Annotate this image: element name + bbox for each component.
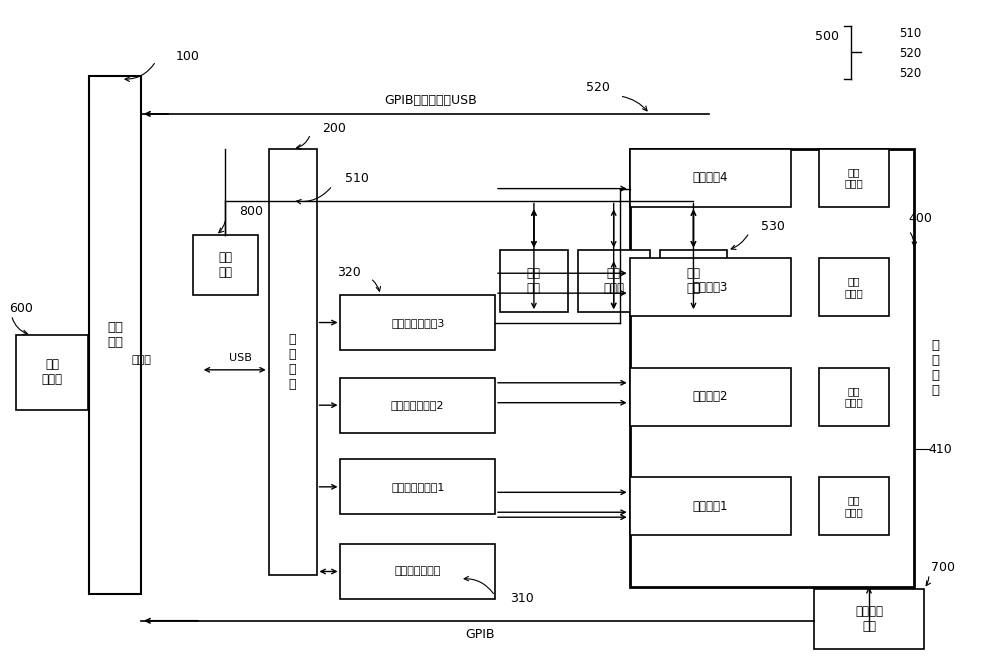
Text: 400: 400 [909, 212, 933, 225]
Text: 520: 520 [586, 81, 610, 93]
Text: 激励
电源: 激励 电源 [527, 267, 541, 295]
Text: 以太网: 以太网 [131, 355, 151, 365]
Text: 530: 530 [761, 220, 785, 233]
Text: 410: 410 [929, 443, 953, 456]
Text: USB: USB [229, 353, 252, 363]
Text: 第二子板连接件3: 第二子板连接件3 [391, 317, 444, 328]
Bar [340, 459, 495, 514]
Text: GPIB、以太网、USB: GPIB、以太网、USB [384, 95, 477, 108]
Text: 520: 520 [899, 47, 921, 59]
Bar [578, 251, 650, 312]
Bar [630, 149, 914, 587]
Bar [819, 149, 889, 206]
Text: 第二子板连接件2: 第二子板连接件2 [391, 400, 444, 410]
Text: 测试子板1: 测试子板1 [693, 500, 728, 513]
Bar [630, 258, 791, 316]
Bar [89, 76, 141, 594]
Bar [340, 295, 495, 350]
Text: 主控
装置: 主控 装置 [107, 321, 123, 349]
Text: 测
试
主
板: 测 试 主 板 [289, 333, 296, 391]
Text: 510: 510 [345, 172, 369, 185]
Text: 320: 320 [337, 266, 360, 279]
Text: 200: 200 [322, 122, 346, 136]
Text: 供电
电源: 供电 电源 [218, 251, 232, 280]
Text: 100: 100 [176, 50, 200, 63]
Text: 测试子板3: 测试子板3 [693, 281, 728, 293]
Text: 测试子板2: 测试子板2 [693, 390, 728, 403]
Text: 800: 800 [239, 205, 263, 218]
Text: 310: 310 [510, 592, 534, 605]
Text: 520: 520 [899, 67, 921, 79]
Text: 测试子板4: 测试子板4 [693, 171, 728, 184]
Text: 第二子板连接件1: 第二子板连接件1 [391, 482, 444, 492]
Bar [660, 251, 727, 312]
Bar [630, 368, 791, 426]
Bar [819, 368, 889, 426]
Bar [500, 251, 568, 312]
Text: 激励
信号源: 激励 信号源 [603, 267, 624, 295]
Text: GPIB: GPIB [465, 628, 495, 641]
Text: 芯片
套接口: 芯片 套接口 [845, 276, 863, 298]
Text: 510: 510 [899, 26, 921, 40]
Text: 芯片
套接口: 芯片 套接口 [845, 386, 863, 408]
Text: 500: 500 [815, 30, 839, 43]
Bar [340, 378, 495, 432]
Text: 测试
仪器: 测试 仪器 [686, 267, 700, 295]
Bar [819, 258, 889, 316]
Bar [193, 235, 258, 295]
Bar [269, 149, 317, 575]
Text: 温度控制
模块: 温度控制 模块 [855, 605, 883, 633]
Bar [814, 589, 924, 648]
Bar [630, 477, 791, 535]
Text: 高
低
温
区: 高 低 温 区 [932, 339, 940, 397]
Text: 第一子板连接件: 第一子板连接件 [395, 566, 441, 576]
Bar [16, 335, 88, 410]
Bar [630, 149, 791, 206]
Text: 600: 600 [9, 301, 33, 315]
Text: 芯片
套接口: 芯片 套接口 [845, 496, 863, 517]
Text: 700: 700 [931, 561, 955, 574]
Bar [340, 544, 495, 599]
Bar [819, 477, 889, 535]
Text: 芯片
套接口: 芯片 套接口 [845, 167, 863, 188]
Text: 网络
服务器: 网络 服务器 [42, 358, 63, 386]
